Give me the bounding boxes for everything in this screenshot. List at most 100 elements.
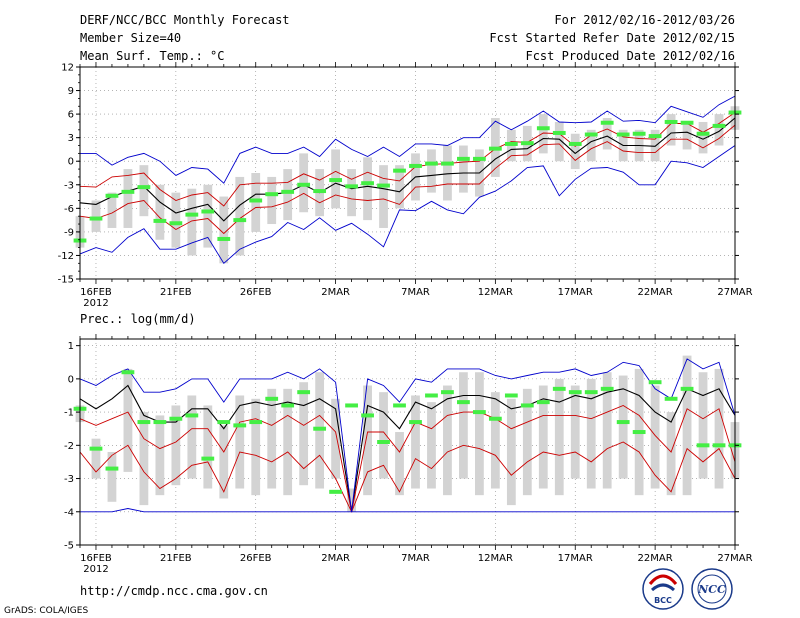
obs-marker [473, 156, 486, 161]
x-tick-label: 22MAR [638, 553, 673, 564]
x-tick-label: 2MAR [321, 553, 350, 564]
ensemble-box [554, 121, 564, 162]
obs-marker [568, 141, 582, 146]
obs-marker [632, 131, 646, 136]
obs-marker [329, 489, 342, 494]
ncc-logo: NCC [691, 568, 733, 610]
ensemble-box [682, 355, 692, 496]
ensemble-box [267, 176, 277, 225]
obs-marker [217, 236, 231, 241]
obs-marker [616, 420, 630, 425]
ensemble-box [203, 405, 213, 489]
obs-marker [393, 168, 406, 173]
y-tick-label: -15 [58, 275, 74, 286]
svg-text:NCC: NCC [697, 583, 726, 596]
y-tick-label: 0 [68, 374, 74, 385]
obs-marker [361, 181, 374, 186]
ensemble-box [203, 184, 213, 248]
obs-marker [632, 430, 646, 435]
obs-marker [584, 390, 598, 395]
obs-marker [361, 413, 374, 418]
y-tick-label: -2 [64, 441, 74, 452]
x-tick-label: 21FEB [160, 287, 192, 298]
ensemble-box [714, 114, 724, 146]
x-tick-label: 7MAR [401, 287, 430, 298]
obs-marker [552, 130, 566, 135]
obs-marker [281, 189, 295, 194]
obs-marker [169, 416, 183, 421]
ensemble-box [682, 121, 692, 150]
ensemble-box [331, 398, 341, 479]
ensemble-box [650, 129, 660, 162]
precip-variable-label: Prec.: log(mm/d) [80, 312, 196, 326]
ensemble-box [155, 415, 165, 496]
ensemble-box [283, 169, 293, 221]
obs-marker [648, 134, 662, 139]
forecast-start-date: Fcst Started Refer Date 2012/02/15 [489, 31, 735, 45]
ensemble-box [427, 402, 436, 489]
obs-marker [473, 410, 486, 415]
ensemble-box [602, 372, 612, 489]
x-tick-label: 12MAR [478, 553, 513, 564]
obs-marker [297, 182, 311, 187]
ensemble-box [187, 395, 197, 479]
obs-marker [696, 131, 710, 136]
obs-marker [441, 390, 454, 395]
obs-marker [377, 183, 390, 188]
obs-marker [265, 396, 279, 401]
member-size: Member Size=40 [80, 31, 181, 45]
ensemble-box [107, 451, 117, 502]
obs-marker [121, 370, 135, 375]
obs-marker [409, 163, 422, 168]
obs-marker [504, 393, 518, 398]
ensemble-box [379, 392, 388, 479]
bcc-logo: BCC [642, 568, 684, 610]
y-tick-label: -3 [64, 474, 74, 485]
ensemble-box [235, 176, 245, 256]
ensemble-box [91, 438, 101, 479]
y-tick-label: 3 [68, 133, 74, 144]
obs-marker [265, 192, 279, 197]
ensemble-box [474, 372, 484, 496]
ensemble-box [650, 385, 660, 489]
ensemble-box [107, 192, 117, 228]
obs-marker [600, 120, 614, 125]
x-tick-label: 26FEB [240, 287, 272, 298]
svg-text:BCC: BCC [654, 596, 672, 605]
ensemble-box [698, 121, 708, 154]
x-tick-year: 2012 [83, 564, 108, 575]
obs-marker [105, 466, 119, 471]
x-tick-label: 22MAR [638, 287, 673, 298]
obs-marker [441, 161, 454, 166]
x-tick-label: 16FEB [80, 553, 112, 564]
plot-frame [79, 338, 736, 546]
obs-marker [233, 423, 247, 428]
x-tick-label: 12MAR [478, 287, 513, 298]
ensemble-box [155, 184, 165, 240]
ensemble-box [522, 388, 532, 496]
obs-marker [552, 386, 566, 391]
x-tick-year: 2012 [83, 298, 108, 309]
x-tick-label: 26FEB [240, 553, 272, 564]
obs-marker [600, 386, 614, 391]
ensemble-box [91, 200, 101, 232]
obs-marker [457, 156, 470, 161]
x-tick-label: 17MAR [558, 553, 593, 564]
ensemble-box [666, 412, 676, 496]
ensemble-box [443, 385, 452, 496]
ensemble-box [570, 385, 580, 479]
y-tick-label: 9 [68, 86, 74, 97]
ensemble-box [219, 425, 229, 499]
ensemble-box [411, 395, 420, 489]
obs-marker [233, 218, 247, 223]
obs-marker [185, 413, 199, 418]
ensemble-box [123, 169, 133, 228]
source-url[interactable]: http://cmdp.ncc.cma.gov.cn [80, 584, 268, 598]
y-tick-label: 0 [68, 157, 74, 168]
x-tick-label: 17MAR [558, 287, 593, 298]
obs-marker [345, 403, 358, 408]
obs-marker [89, 446, 103, 451]
obs-marker [137, 185, 151, 190]
